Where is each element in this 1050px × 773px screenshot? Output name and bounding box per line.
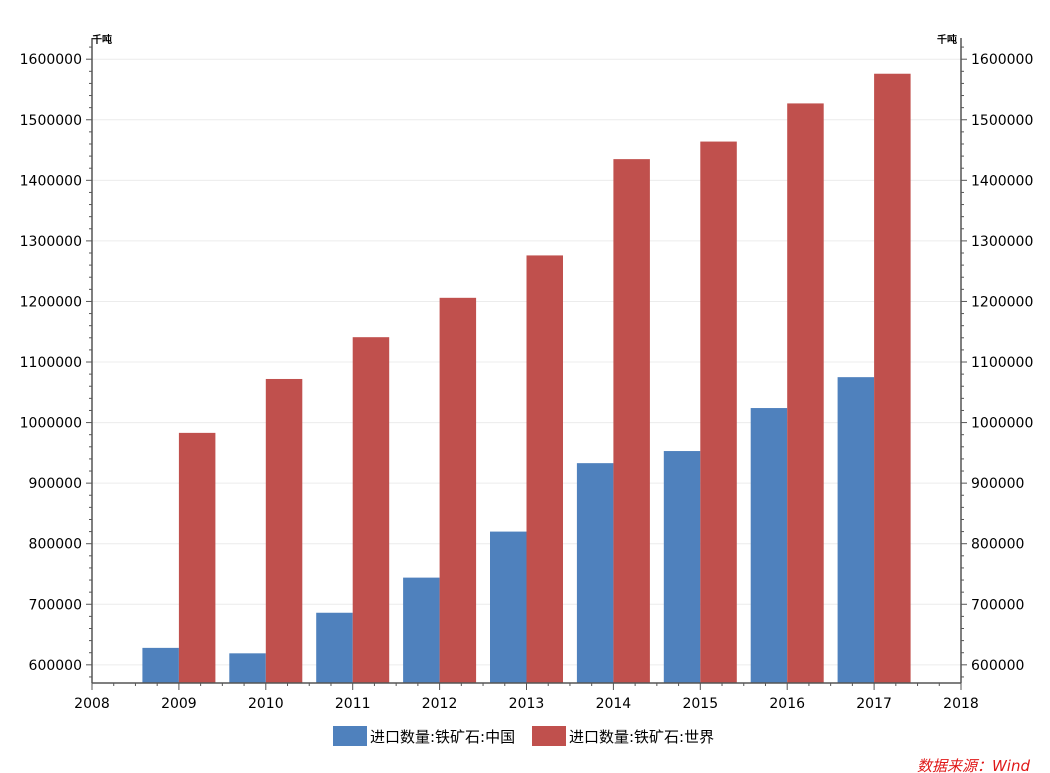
legend-label-china: 进口数量:铁矿石:中国	[370, 728, 515, 746]
right-y-tick-label-1500000: 1500000	[971, 113, 1033, 129]
bar-world-2016	[787, 103, 824, 683]
axes: 600000 600000 700000 700000 800000 800000 9000…	[20, 38, 1033, 712]
bar-world-2010	[265, 378, 303, 683]
x-tick-label-2008: 2008	[74, 696, 110, 712]
right-axis-unit-label: 千吨	[937, 33, 957, 46]
bar-world-2013	[526, 255, 563, 683]
left-y-tick-label-1600000: 1600000	[20, 52, 82, 68]
bar-world-2009	[178, 432, 216, 683]
x-tick-label-2014: 2014	[596, 696, 632, 712]
legend-swatch-world	[532, 726, 566, 746]
bar-china-2013	[490, 531, 527, 683]
left-y-tick-label-600000: 600000	[29, 658, 82, 674]
left-y-tick-label-1000000: 1000000	[20, 416, 82, 432]
x-tick-label-2012: 2012	[422, 696, 458, 712]
bar-world-2012	[439, 297, 477, 683]
bar-china-2014	[576, 463, 614, 683]
right-y-tick-label-600000: 600000	[971, 658, 1024, 674]
bar-china-2012	[403, 577, 440, 683]
left-y-tick-label-900000: 900000	[29, 476, 82, 492]
left-y-tick-label-1500000: 1500000	[20, 113, 82, 129]
x-tick-label-2017: 2017	[856, 696, 892, 712]
bar-china-2010	[229, 653, 266, 683]
right-y-tick-label-1400000: 1400000	[971, 173, 1033, 189]
x-tick-label-2010: 2010	[248, 696, 284, 712]
bar-china-2015	[663, 451, 701, 683]
right-y-tick-label-1100000: 1100000	[971, 355, 1033, 371]
right-y-tick-label-900000: 900000	[971, 476, 1024, 492]
left-y-tick-label-1200000: 1200000	[20, 294, 82, 310]
left-y-tick-label-1400000: 1400000	[20, 173, 82, 189]
legend-label-world: 进口数量:铁矿石:世界	[569, 728, 714, 746]
right-y-tick-label-1300000: 1300000	[971, 234, 1033, 250]
bar-china-2017	[837, 377, 875, 683]
left-y-tick-label-700000: 700000	[29, 597, 82, 613]
x-tick-label-2011: 2011	[335, 696, 371, 712]
bars	[142, 73, 911, 684]
right-y-tick-label-1000000: 1000000	[971, 416, 1033, 432]
right-y-tick-label-700000: 700000	[971, 597, 1024, 613]
bar-world-2014	[613, 159, 650, 683]
x-tick-label-2016: 2016	[769, 696, 805, 712]
right-y-tick-label-1600000: 1600000	[971, 52, 1033, 68]
left-y-tick-label-800000: 800000	[29, 537, 82, 553]
x-tick-label-2013: 2013	[509, 696, 545, 712]
data-source-note: 数据来源：Wind	[917, 757, 1031, 773]
right-y-tick-label-1200000: 1200000	[971, 294, 1033, 310]
left-y-tick-label-1100000: 1100000	[20, 355, 82, 371]
left-y-tick-label-1300000: 1300000	[20, 234, 82, 250]
bar-world-2015	[700, 141, 737, 684]
legend: 进口数量:铁矿石:中国 进口数量:铁矿石:世界	[333, 726, 714, 746]
x-tick-label-2018: 2018	[943, 696, 979, 712]
x-tick-label-2015: 2015	[682, 696, 718, 712]
bar-china-2011	[316, 612, 353, 683]
right-y-tick-label-800000: 800000	[971, 537, 1024, 553]
bar-world-2011	[352, 337, 390, 683]
x-tick-label-2009: 2009	[161, 696, 197, 712]
bar-world-2017	[874, 73, 911, 683]
bar-china-2016	[750, 408, 788, 683]
bar-china-2009	[142, 647, 179, 683]
left-axis-unit-label: 千吨	[92, 33, 112, 46]
legend-swatch-china	[333, 726, 367, 746]
